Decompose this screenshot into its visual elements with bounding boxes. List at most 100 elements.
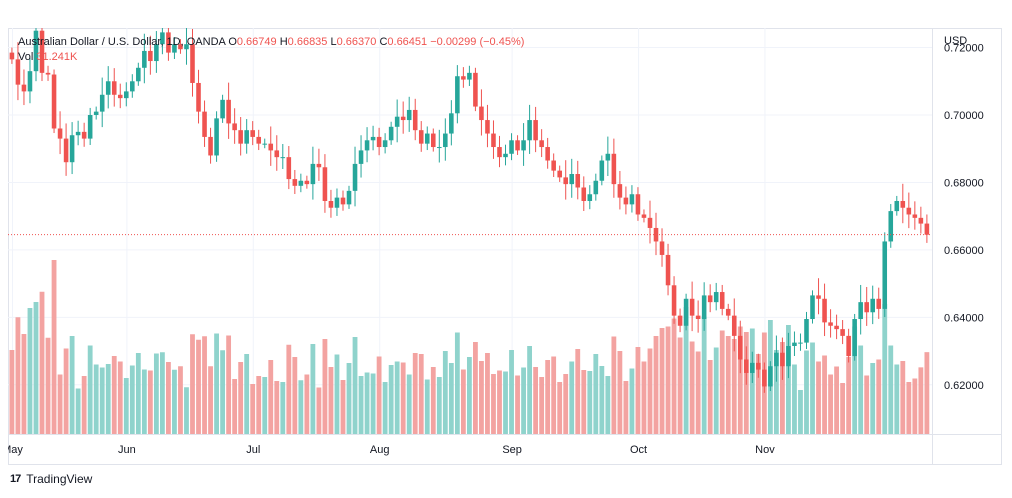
- candle: [75, 120, 81, 146]
- candle-body: [768, 366, 773, 387]
- candle-body: [611, 153, 617, 185]
- volume-value: 31.241K: [36, 51, 78, 63]
- volume-bar: [340, 380, 346, 434]
- volume-bar: [129, 365, 135, 434]
- volume-bar: [63, 348, 69, 434]
- volume-bar: [298, 380, 304, 434]
- volume-bar: [653, 336, 659, 434]
- candle-body: [334, 197, 340, 208]
- candle-body: [232, 123, 237, 131]
- volume-bar: [737, 326, 743, 434]
- volume-bar: [695, 351, 701, 434]
- brand-name[interactable]: TradingView: [26, 472, 93, 486]
- candle-body: [701, 295, 707, 320]
- candle: [461, 67, 466, 88]
- volume-bar: [135, 353, 141, 434]
- volume-bar: [557, 382, 563, 434]
- candle-body: [737, 335, 743, 360]
- candle-body: [725, 308, 731, 316]
- candle-body: [256, 136, 262, 144]
- candle-body: [208, 136, 213, 156]
- volume-bar: [57, 374, 63, 434]
- candle-body: [388, 126, 394, 141]
- candle-body: [45, 72, 51, 75]
- volume-bar: [286, 344, 292, 434]
- candle-body: [196, 82, 201, 112]
- candle-body: [328, 200, 334, 208]
- candle: [641, 209, 647, 223]
- candle: [858, 284, 863, 335]
- candle-body: [418, 130, 424, 144]
- candle: [828, 309, 833, 338]
- volume-bar: [485, 353, 490, 434]
- candle: [810, 290, 815, 324]
- candle: [900, 183, 906, 224]
- candle-body: [111, 81, 117, 95]
- volume-bar: [9, 350, 15, 434]
- volume-bar: [786, 325, 791, 434]
- candle-body: [75, 131, 81, 136]
- volume-bar: [515, 375, 520, 434]
- candle-body: [719, 292, 725, 309]
- candle: [286, 146, 292, 190]
- volume-bar: [105, 364, 111, 434]
- volume-bar: [683, 307, 689, 434]
- candle: [184, 28, 189, 65]
- volume-bar: [274, 381, 280, 434]
- volume-bar: [599, 366, 605, 434]
- month-tick-label: Jun: [118, 444, 136, 456]
- candle: [671, 276, 677, 324]
- volume-bar: [773, 350, 779, 434]
- candle-body: [774, 352, 779, 367]
- candle-body: [87, 115, 93, 139]
- volume-bar: [370, 373, 376, 434]
- candle-body: [274, 150, 280, 158]
- price-tick-label: 0.62000: [944, 380, 984, 392]
- candle-body: [780, 352, 785, 367]
- volume-bar: [69, 336, 75, 434]
- candle-body: [731, 315, 737, 336]
- candle-body: [81, 131, 87, 139]
- candle: [358, 135, 364, 178]
- volume-bar: [268, 360, 274, 434]
- volume-bar: [454, 332, 460, 434]
- candle-body: [750, 362, 755, 373]
- candle: [515, 135, 520, 155]
- volume-bar: [382, 382, 388, 434]
- volume-bar: [460, 369, 466, 434]
- volume-bar: [304, 374, 310, 434]
- candle: [400, 101, 406, 134]
- candle: [69, 122, 75, 175]
- candle: [93, 106, 99, 120]
- candle: [178, 39, 183, 54]
- candle-body: [370, 136, 376, 141]
- volume-bar: [153, 353, 159, 434]
- volume-bar: [172, 369, 177, 434]
- candle: [340, 190, 346, 211]
- candle: [148, 35, 153, 75]
- candle-body: [202, 111, 207, 137]
- candle: [394, 99, 400, 143]
- candle: [406, 96, 412, 132]
- candle-body: [834, 325, 839, 330]
- candle: [479, 89, 484, 136]
- candle-body: [581, 187, 587, 201]
- candle: [15, 42, 21, 101]
- candle-body: [683, 298, 689, 326]
- volume-bar: [232, 379, 238, 434]
- volume-bar: [617, 351, 623, 434]
- candle-body: [671, 285, 677, 316]
- candle-body: [557, 170, 562, 178]
- candle: [154, 31, 159, 73]
- price-tick-label: 0.64000: [944, 312, 984, 324]
- volume-bar: [424, 379, 430, 434]
- volume-bar: [220, 350, 226, 434]
- candle-body: [689, 298, 695, 316]
- volume-bar: [533, 367, 539, 434]
- candle-body: [828, 322, 833, 326]
- volume-bar: [906, 382, 912, 434]
- candle: [214, 111, 219, 162]
- candle: [196, 69, 201, 124]
- candle: [274, 135, 280, 171]
